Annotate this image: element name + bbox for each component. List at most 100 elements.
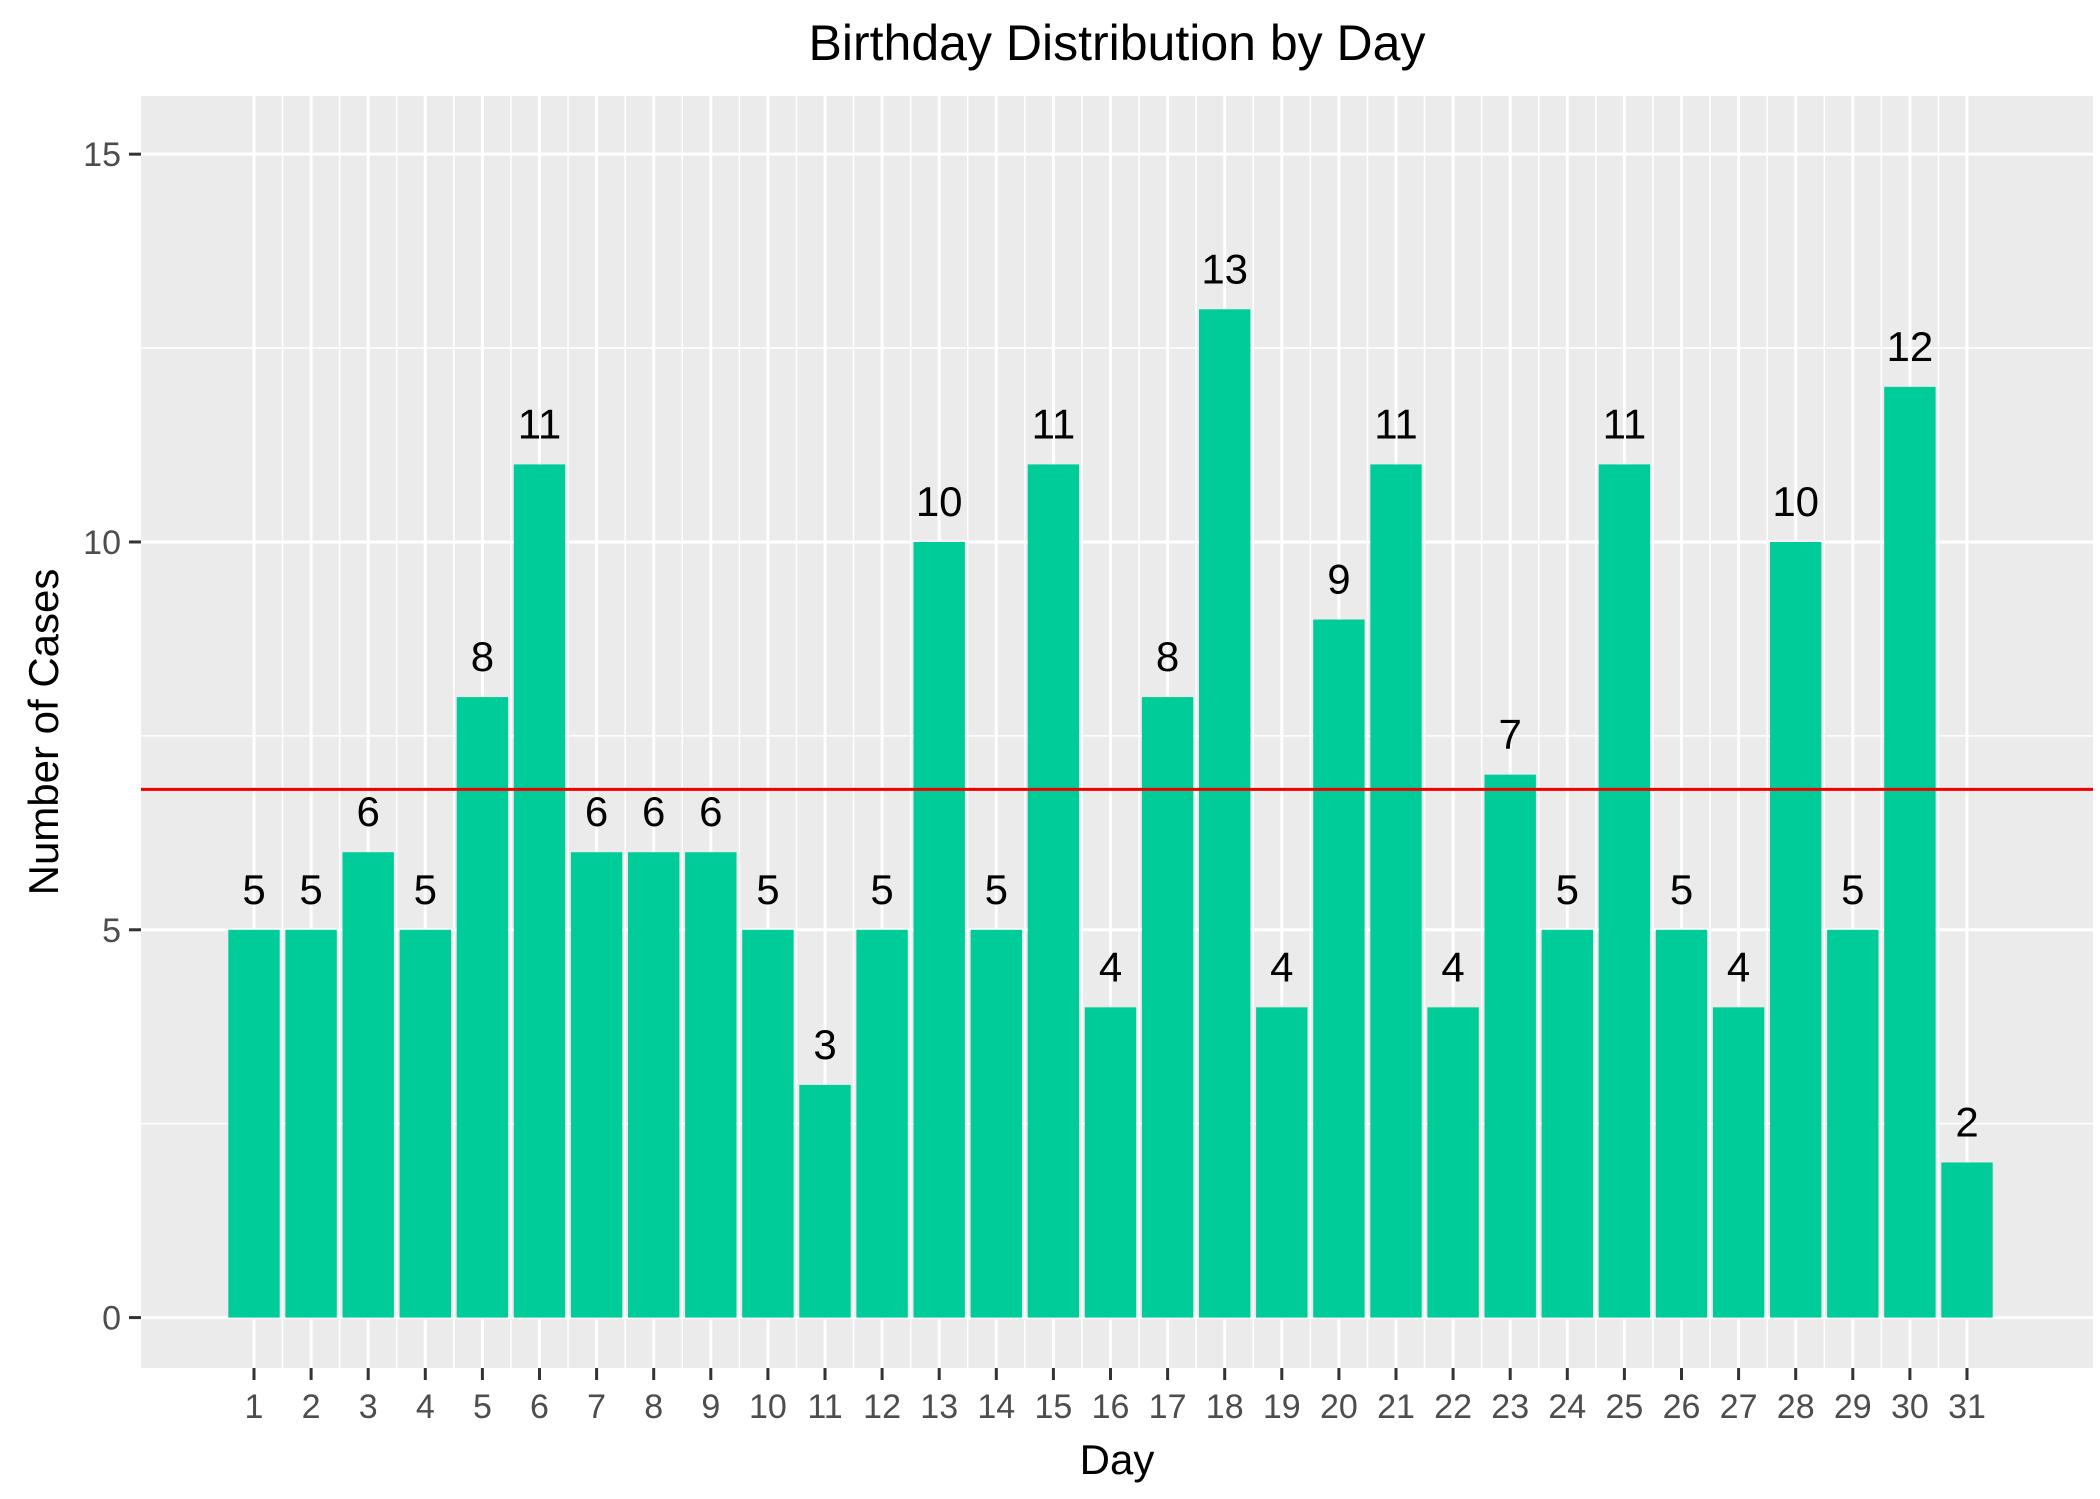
x-tick-label: 13 [920,1388,958,1426]
data-label: 4 [1270,943,1293,990]
x-tick-label: 17 [1149,1388,1187,1426]
data-label: 5 [414,866,437,913]
x-tick-label: 3 [359,1388,378,1426]
bar [1770,541,1822,1318]
data-label: 8 [471,633,494,680]
bar [513,464,566,1318]
bar [1256,1007,1308,1318]
x-tick-label: 20 [1320,1388,1358,1426]
x-tick-label: 30 [1891,1388,1929,1426]
bar [799,1084,851,1318]
bar [1541,929,1593,1318]
x-tick-label: 18 [1206,1388,1244,1426]
data-label: 2 [1955,1098,1978,1145]
data-label: 13 [1201,245,1248,292]
bar [456,697,509,1318]
x-tick-label: 9 [701,1388,720,1426]
bar [856,929,908,1318]
bar [1370,464,1422,1318]
bar [342,852,394,1318]
bar [1027,464,1080,1318]
data-label: 9 [1327,556,1350,603]
bar [742,929,794,1318]
data-label: 11 [1032,400,1076,447]
bar [1484,774,1536,1318]
y-tick-label: 10 [83,524,121,562]
bar [1655,929,1708,1318]
data-label: 4 [1099,943,1122,990]
bar [1141,697,1194,1318]
x-tick-label: 27 [1720,1388,1758,1426]
bar [1427,1007,1479,1318]
x-axis: 1 2 3 4 5 6 7 8 9 10 11 12 13 14 15 16 17 18 19 20 21 22 23 24 2… [245,1368,1986,1426]
bar [228,929,280,1318]
bar [285,929,337,1318]
bar [1941,1162,1993,1318]
data-label: 3 [813,1021,836,1068]
x-tick-label: 15 [1034,1388,1072,1426]
data-label: 5 [1556,866,1579,913]
x-tick-label: 10 [749,1388,787,1426]
x-tick-label: 19 [1263,1388,1301,1426]
data-label: 6 [585,788,608,835]
x-tick-label: 29 [1834,1388,1872,1426]
data-label: 6 [699,788,722,835]
x-tick-label: 11 [807,1388,842,1426]
x-tick-label: 22 [1434,1388,1472,1426]
bar [685,852,737,1318]
x-tick-label: 16 [1092,1388,1130,1426]
data-label: 4 [1441,943,1464,990]
bars-group [228,309,1993,1318]
y-axis: 0 5 10 15 [83,136,141,1338]
x-tick-label: 23 [1491,1388,1529,1426]
bar [570,852,623,1318]
data-label: 6 [642,788,665,835]
bar [1598,464,1651,1318]
bar [1313,619,1365,1318]
bar [1712,1007,1765,1318]
data-label: 11 [1603,400,1647,447]
data-label: 5 [985,866,1008,913]
x-tick-label: 7 [587,1388,606,1426]
x-tick-label: 12 [863,1388,901,1426]
x-tick-label: 2 [302,1388,321,1426]
x-tick-label: 21 [1377,1388,1415,1426]
data-label: 11 [518,400,562,447]
data-label: 11 [1374,400,1418,447]
y-tick-label: 0 [102,1300,121,1338]
data-label: 5 [1670,866,1693,913]
data-label: 12 [1887,323,1934,370]
x-tick-label: 31 [1948,1388,1986,1426]
x-tick-label: 25 [1605,1388,1643,1426]
data-label: 7 [1499,711,1522,758]
data-label: 5 [242,866,265,913]
bar [399,929,451,1318]
y-tick-label: 5 [102,912,121,950]
y-axis-title: Number of Cases [20,569,67,896]
x-tick-label: 1 [245,1388,264,1426]
data-label: 4 [1727,943,1750,990]
bar [1827,929,1879,1318]
bar [1884,386,1936,1318]
x-tick-label: 14 [977,1388,1015,1426]
y-tick-label: 15 [83,136,121,174]
data-label: 10 [1772,478,1819,525]
data-label: 10 [916,478,963,525]
chart-title: Birthday Distribution by Day [809,15,1426,71]
data-label: 5 [1841,866,1864,913]
x-tick-label: 26 [1663,1388,1701,1426]
x-tick-label: 24 [1548,1388,1586,1426]
data-label: 6 [357,788,380,835]
x-axis-title: Day [1080,1436,1155,1483]
bar [970,929,1022,1318]
data-label: 5 [756,866,779,913]
bar [1084,1007,1137,1318]
bar [1199,309,1251,1318]
bar [913,541,965,1318]
x-tick-label: 4 [416,1388,435,1426]
data-label: 5 [870,866,893,913]
data-label: 5 [299,866,322,913]
data-label: 8 [1156,633,1179,680]
